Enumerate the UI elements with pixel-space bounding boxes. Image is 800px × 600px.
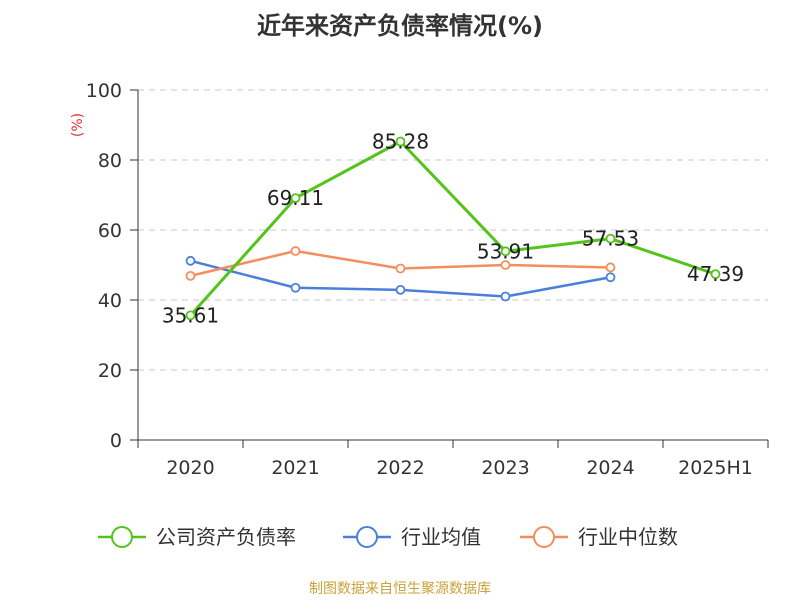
legend-label: 行业中位数 xyxy=(578,525,678,549)
data-label: 85.28 xyxy=(372,130,429,154)
data-label: 53.91 xyxy=(477,239,534,263)
x-tick-label: 2023 xyxy=(481,457,529,479)
data-point xyxy=(710,269,721,280)
y-axis-unit: (%) xyxy=(70,113,86,137)
data-label: 69.11 xyxy=(267,186,324,210)
series-line xyxy=(189,140,716,317)
data-point xyxy=(395,263,406,274)
source-note: 制图数据来自恒生聚源数据库 xyxy=(309,581,491,597)
legend-marker xyxy=(533,526,555,548)
legend-marker xyxy=(356,526,378,548)
y-tick-label: 100 xyxy=(86,80,122,102)
data-point xyxy=(500,291,511,302)
x-tick-label: 2021 xyxy=(271,457,319,479)
y-tick-label: 80 xyxy=(98,150,122,172)
data-label: 35.61 xyxy=(162,303,219,327)
data-point xyxy=(395,136,406,147)
legend-label: 行业均值 xyxy=(401,525,481,549)
data-point xyxy=(500,260,511,270)
x-tick-label: 2020 xyxy=(166,457,214,479)
data-point xyxy=(605,233,616,244)
data-point xyxy=(290,246,301,256)
legend-marker xyxy=(111,526,133,548)
data-point xyxy=(185,255,196,266)
data-label: 57.53 xyxy=(582,227,639,251)
data-point xyxy=(185,270,196,281)
legend-label: 公司资产负债率 xyxy=(156,525,296,549)
chart-title: 近年来资产负债率情况(%) xyxy=(257,12,543,40)
y-tick-label: 0 xyxy=(110,430,122,452)
x-tick-label: 2024 xyxy=(586,457,634,479)
x-tick-label: 2025H1 xyxy=(678,457,753,479)
data-label: 47.39 xyxy=(687,262,744,286)
data-point xyxy=(500,246,511,257)
data-point xyxy=(605,262,616,273)
data-point xyxy=(290,193,301,204)
data-point xyxy=(290,282,301,293)
data-point xyxy=(395,284,406,295)
data-point xyxy=(185,310,196,321)
y-tick-label: 40 xyxy=(98,290,122,312)
y-tick-label: 20 xyxy=(98,360,122,382)
x-tick-label: 2022 xyxy=(376,457,424,479)
data-point xyxy=(605,272,616,283)
y-tick-label: 60 xyxy=(98,220,122,242)
